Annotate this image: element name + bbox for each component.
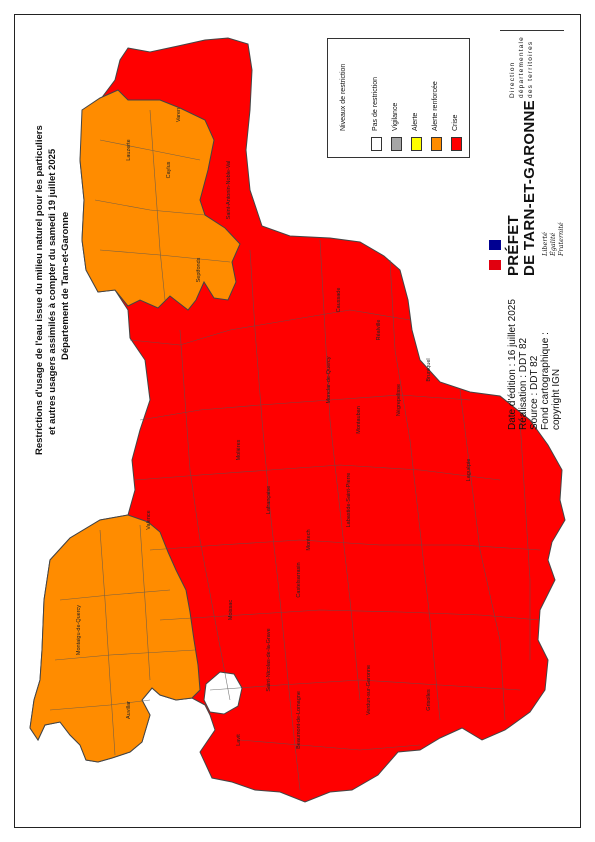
commune-label: Montauban <box>356 406 362 434</box>
commune-label: Saint-Nicolas-de-la-Grave <box>266 628 272 691</box>
divider <box>500 30 564 31</box>
legend-label: Pas de restriction <box>372 76 379 131</box>
commune-label: Grisolles <box>426 689 432 711</box>
motto-egalite: Égalité <box>549 232 557 256</box>
legend-swatch <box>411 137 422 151</box>
commune-label: Valence <box>146 510 152 529</box>
commune-label: Caylus <box>166 161 172 178</box>
commune-label: Laguépie <box>466 459 472 482</box>
legend-swatch <box>451 137 462 151</box>
commune-label: Monclar-de-Quercy <box>326 356 332 403</box>
legend-heading: Niveaux de restriction <box>340 63 347 131</box>
marianne-logo <box>489 240 501 270</box>
commune-label: Moissac <box>228 600 234 620</box>
map-title-line-2: et autres usagers assimilés à compter du… <box>47 148 58 435</box>
commune-label: Saint-Antonin-Noble-Val <box>226 161 232 220</box>
fond-cartographique: Fond cartographique : <box>540 332 551 430</box>
prefet-label: PRÉFET <box>505 215 522 276</box>
legend-swatch <box>371 137 382 151</box>
commune-label: Verdun-sur-Garonne <box>366 665 372 715</box>
commune-label: Beaumont-de-Lomagne <box>296 691 302 749</box>
direction-line-1: Direction <box>509 61 516 98</box>
direction-line-2: départementale <box>518 36 525 98</box>
zone-alerte-renforcee-north <box>79 89 241 311</box>
commune-label: Lafrançaise <box>266 486 272 514</box>
commune-label: Septfonds <box>196 257 202 282</box>
commune-label: Réalville <box>376 320 382 341</box>
motto-liberte: Liberté <box>541 232 549 256</box>
commune-label: Molières <box>236 439 242 460</box>
commune-label: Bruniquel <box>426 358 432 381</box>
motto-fraternite: Fraternité <box>557 222 565 256</box>
legend-swatch <box>431 137 442 151</box>
copyright: copyright IGN <box>551 368 562 430</box>
commune-labels: Montauban Castelsarrasin Moissac Caussade Va… <box>76 108 472 749</box>
legend-label: Vigilance <box>392 102 399 131</box>
commune-label: Nègrepelisse <box>396 384 402 416</box>
commune-label: Lauzerte <box>126 139 132 160</box>
legend-swatch <box>391 137 402 151</box>
map-title-line-1: Restrictions d'usage de l'eau issue du m… <box>34 125 45 455</box>
legend: Niveaux de restriction Pas de restrictio… <box>327 38 470 158</box>
commune-label: Montech <box>306 529 312 550</box>
map-title-line-3: Département de Tarn-et-Garonne <box>60 211 71 360</box>
legend-label: Alerte renforcée <box>432 81 439 131</box>
commune-label: Lavit <box>236 734 242 746</box>
source: Source : DDT 82 <box>529 355 540 430</box>
zone-alerte-renforcee-south <box>29 514 201 763</box>
commune-boundaries <box>49 109 541 791</box>
commune-label: Auvillar <box>126 701 132 719</box>
prefecture-name: DE TARN-ET-GARONNE <box>521 100 538 276</box>
direction-line-3: des territoires <box>527 40 534 98</box>
commune-label: Caussade <box>336 288 342 313</box>
commune-label: Montaigu-de-Quercy <box>76 605 82 655</box>
commune-label: Labastide-Saint-Pierre <box>346 473 352 528</box>
legend-label: Alerte <box>412 112 419 131</box>
commune-label: Varen <box>176 108 182 122</box>
edition-date: Date d'édition : 16 juillet 2025 <box>507 299 518 430</box>
realisation: Réalisation : DDT 82 <box>518 337 529 430</box>
commune-label: Castelsarrasin <box>296 562 302 597</box>
legend-label: Crise <box>452 114 459 131</box>
